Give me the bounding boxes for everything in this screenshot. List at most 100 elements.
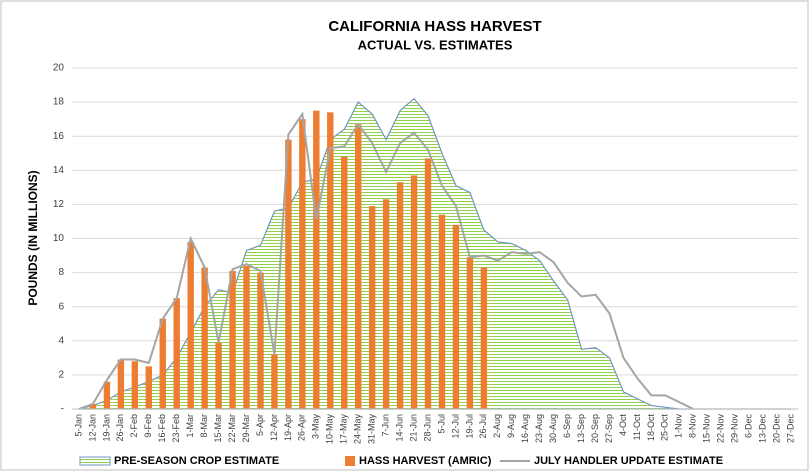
- bar: [382, 199, 390, 409]
- x-tick-label: 17-May: [339, 414, 349, 445]
- bar: [355, 124, 362, 409]
- x-tick-label: 5-Jan: [73, 414, 83, 437]
- x-tick-label: 28-Jun: [422, 414, 432, 442]
- bar: [396, 182, 404, 409]
- x-tick-label: 12-Jul: [450, 414, 460, 439]
- x-tick-label: 12-Apr: [269, 414, 279, 441]
- bar: [89, 403, 97, 409]
- y-tick-label: 6: [58, 301, 64, 312]
- legend-label: HASS HARVEST (AMRIC): [359, 455, 492, 467]
- x-tick-label: 10-May: [325, 414, 335, 445]
- x-tick-label: 15-Mar: [213, 414, 223, 443]
- x-tick-label: 2-Aug: [492, 414, 502, 438]
- bar: [103, 381, 111, 409]
- x-tick-label: 23-Feb: [171, 414, 181, 443]
- x-tick-label: 5-Apr: [255, 414, 265, 436]
- x-tick-label: 30-Aug: [548, 414, 558, 443]
- y-axis-label: POUNDS (IN MILLIONS): [26, 170, 40, 305]
- legend-swatch: [345, 456, 355, 466]
- x-tick-label: 22-Nov: [716, 414, 726, 444]
- y-tick-label: 4: [58, 335, 64, 346]
- x-tick-label: 6-Dec: [744, 414, 754, 439]
- x-tick-label: 7-Jun: [381, 414, 391, 437]
- x-tick-label: 27-Dec: [785, 414, 795, 444]
- y-tick-label: 14: [53, 165, 65, 176]
- x-tick-label: 8-Mar: [199, 414, 209, 438]
- bar: [243, 265, 250, 409]
- line: [78, 111, 694, 410]
- x-tick-label: 3-May: [311, 414, 321, 440]
- x-tick-label: 13-Sep: [576, 414, 586, 443]
- y-tick-label: -: [61, 404, 64, 415]
- x-tick-label: 23-Aug: [534, 414, 544, 443]
- x-tick-label: 1-Mar: [185, 414, 195, 438]
- y-tick-label: 20: [53, 63, 65, 74]
- y-tick-label: 2: [58, 370, 64, 381]
- bar: [341, 156, 348, 409]
- x-tick-label: 29-Nov: [730, 414, 740, 444]
- x-tick-label: 26-Jul: [478, 414, 488, 439]
- bar: [159, 318, 166, 409]
- bar: [215, 342, 222, 409]
- x-tick-label: 25-Oct: [660, 414, 670, 442]
- y-tick-label: 12: [53, 199, 65, 210]
- bar: [187, 241, 194, 409]
- bar: [313, 110, 320, 409]
- bar: [285, 139, 292, 410]
- x-tick-label: 5-Jul: [436, 414, 446, 434]
- x-tick-label: 19-Jul: [464, 414, 474, 439]
- x-tick-label: 26-Jan: [115, 414, 125, 442]
- bar: [229, 270, 236, 409]
- x-tick-label: 12-Jan: [87, 414, 97, 442]
- x-tick-label: 20-Dec: [771, 414, 781, 444]
- x-tick-label: 4-Oct: [618, 414, 628, 437]
- y-tick-label: 8: [58, 267, 64, 278]
- bar: [466, 257, 474, 409]
- legend-label: JULY HANDLER UPDATE ESTIMATE: [534, 455, 723, 467]
- x-tick-label: 20-Sep: [590, 414, 600, 443]
- bar: [438, 214, 446, 409]
- x-tick-label: 9-Aug: [506, 414, 516, 438]
- bar: [271, 354, 278, 409]
- bar: [327, 112, 334, 409]
- x-tick-label: 11-Oct: [632, 414, 642, 441]
- x-tick-label: 19-Apr: [283, 414, 293, 441]
- chart-title: CALIFORNIA HASS HARVEST: [328, 18, 541, 35]
- bar: [299, 119, 306, 410]
- bar: [201, 267, 208, 409]
- x-tick-label: 26-Apr: [297, 414, 307, 441]
- x-tick-label: 31-May: [367, 414, 377, 445]
- bar: [257, 272, 264, 409]
- x-tick-label: 13-Dec: [757, 414, 767, 444]
- x-tick-label: 1-Nov: [674, 414, 684, 439]
- x-tick-label: 14-Jun: [394, 414, 404, 442]
- x-tick-label: 8-Nov: [688, 414, 698, 439]
- x-tick-label: 16-Feb: [157, 414, 167, 443]
- bar: [131, 361, 139, 409]
- x-tick-label: 6-Sep: [562, 414, 572, 438]
- x-tick-label: 18-Oct: [646, 414, 656, 442]
- x-tick-label: 16-Aug: [520, 414, 530, 443]
- x-tick-label: 22-Mar: [227, 414, 237, 443]
- bar: [173, 298, 180, 409]
- bar: [424, 158, 432, 409]
- x-tick-label: 9-Feb: [143, 414, 153, 438]
- y-tick-label: 18: [53, 97, 65, 108]
- bar: [480, 267, 488, 409]
- y-tick-label: 10: [53, 233, 65, 244]
- bar: [145, 366, 152, 409]
- area: [78, 97, 792, 410]
- chart-subtitle: ACTUAL VS. ESTIMATES: [358, 37, 513, 52]
- y-tick-label: 16: [53, 131, 65, 142]
- bar: [368, 206, 376, 409]
- legend-label: PRE-SEASON CROP ESTIMATE: [114, 455, 279, 467]
- x-tick-label: 19-Jan: [101, 414, 111, 442]
- bar: [452, 224, 460, 409]
- x-tick-label: 2-Feb: [129, 414, 139, 438]
- x-tick-label: 24-May: [353, 414, 363, 445]
- x-tick-label: 15-Nov: [702, 414, 712, 444]
- x-tick-label: 27-Sep: [604, 414, 614, 443]
- x-tick-label: 29-Mar: [241, 414, 251, 443]
